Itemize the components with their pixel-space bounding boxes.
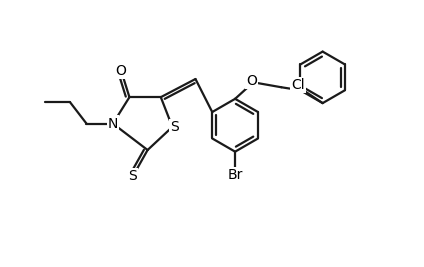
Text: N: N xyxy=(108,117,118,131)
Text: Cl: Cl xyxy=(291,78,305,92)
Text: O: O xyxy=(116,64,127,78)
Text: O: O xyxy=(246,74,257,88)
Text: Br: Br xyxy=(227,168,243,182)
Text: S: S xyxy=(170,120,179,134)
Text: S: S xyxy=(128,170,137,183)
